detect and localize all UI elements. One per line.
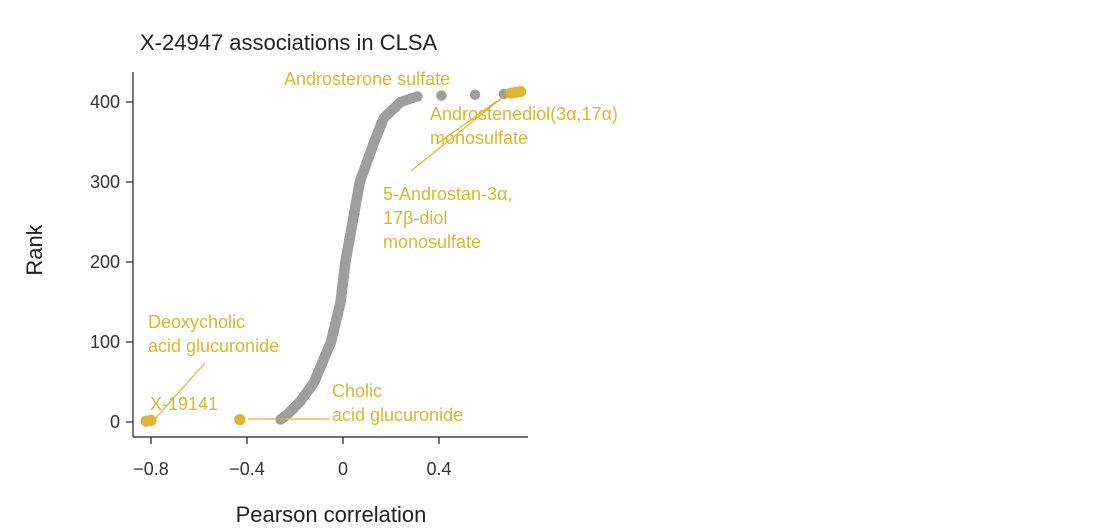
annotation-label: Deoxycholic acid glucuronide	[148, 312, 279, 356]
annotation-leader	[436, 100, 498, 145]
highlighted-point	[234, 414, 246, 426]
x-tick-label: 0	[338, 459, 348, 479]
annotation-label: Androsterone sulfate	[284, 69, 450, 89]
y-axis-label: Rank	[22, 223, 47, 275]
annotation-leaders	[153, 96, 504, 421]
highlighted-point	[515, 86, 527, 98]
rank-point	[469, 89, 481, 101]
x-tick-label: 0.4	[426, 459, 451, 479]
y-tick-label: 100	[90, 332, 120, 352]
highlighted-points	[140, 86, 527, 427]
annotations: Androsterone sulfate Androstenediol(3α,17…	[148, 69, 618, 425]
annotation-leader	[410, 96, 504, 172]
rank-point	[412, 91, 423, 102]
axes: 0 100 200 300 400 −0.8 −0.4 0 0.4	[90, 72, 528, 479]
y-tick-label: 0	[110, 412, 120, 432]
x-axis-label: Pearson correlation	[236, 502, 427, 527]
rank-points	[275, 88, 509, 425]
rank-point	[436, 90, 447, 101]
annotation-label: X-19141	[150, 394, 218, 414]
annotation-label: Cholic acid glucuronide	[332, 381, 463, 425]
annotation-label: 5-Androstan-3α, 17β-diol monosulfate	[383, 184, 512, 252]
y-tick-label: 300	[90, 172, 120, 192]
chart-title: X-24947 associations in CLSA	[140, 30, 437, 55]
x-tick-label: −0.8	[133, 459, 169, 479]
annotation-label: Androstenediol(3α,17α) monosulfate	[430, 104, 618, 148]
y-tick-label: 400	[90, 92, 120, 112]
highlighted-point	[145, 414, 157, 426]
x-tick-label: −0.4	[229, 459, 265, 479]
annotation-leader	[153, 362, 206, 421]
y-tick-label: 200	[90, 252, 120, 272]
